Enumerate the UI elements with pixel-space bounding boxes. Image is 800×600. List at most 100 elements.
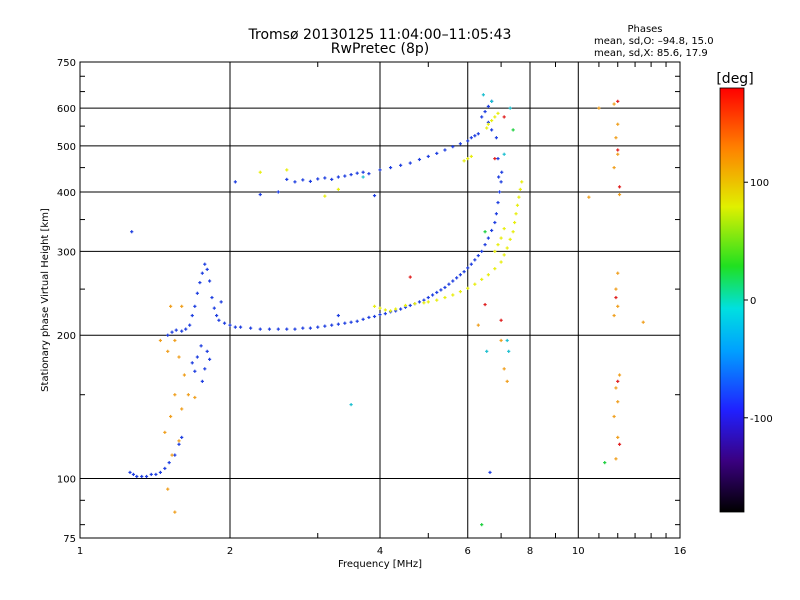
data-point [481,93,485,97]
data-point [170,453,174,457]
data-point [195,291,199,295]
data-point [330,323,334,327]
data-point [476,253,480,258]
data-point [140,474,144,479]
x-tick-label: 1 [77,546,83,557]
data-point [177,442,181,446]
data-point [490,128,494,132]
data-point [258,170,262,174]
data-point [466,266,470,270]
data-point [367,172,371,176]
data-point [505,246,509,250]
data-point [439,288,443,292]
data-point [435,290,439,295]
data-point [323,324,327,328]
data-point [614,386,618,390]
data-point [483,110,487,114]
data-point [343,321,347,325]
x-tick-label: 8 [527,546,533,557]
data-point [512,220,517,225]
data-point [149,472,153,477]
data-point [490,99,494,103]
data-point [158,338,163,343]
data-point [493,267,497,271]
data-point [285,177,289,182]
data-point [293,180,297,184]
data-point [422,301,426,305]
data-point [493,220,497,225]
data-point [180,407,184,411]
data-point [612,313,616,318]
data-point [173,453,177,457]
data-point [219,300,223,304]
y-axis-label: Stationary phase Virtual Height [km] [40,208,51,392]
data-point [212,306,216,310]
y-tick-label: 75 [63,534,76,545]
data-point [180,329,184,333]
data-point [173,510,177,514]
data-point [361,317,365,321]
chart-title: Tromsø 20130125 11:04:00–11:05:43 [248,27,512,43]
data-point [378,312,382,317]
data-point [502,227,506,231]
data-point [511,128,515,132]
data-point [258,327,262,331]
data-point [469,262,473,266]
data-point [180,435,184,440]
data-point [641,320,645,324]
y-tick-label: 500 [57,142,76,153]
data-point [614,287,618,291]
data-point [301,326,305,330]
plot-area: 1 2 4 6 8 10 16 75 100 200 300 400 500 600 750 [57,58,686,557]
data-point [276,327,280,331]
data-point [207,357,212,361]
grid [80,62,680,538]
colorbar-tick-label: -100 [750,414,773,425]
data-point [486,104,490,109]
data-point [502,367,506,371]
data-point [616,271,620,275]
data-point [426,154,430,159]
data-point [473,282,477,286]
data-point [486,122,490,126]
y-tick-label: 400 [57,188,76,199]
data-point [508,106,512,110]
data-point [233,325,237,329]
data-point [497,175,501,179]
data-point [616,148,620,152]
phase-box-line-o: mean, sd,O: –94.8, 15.0 [594,36,714,47]
data-point [505,379,509,383]
y-tick-label: 600 [57,104,76,115]
data-point [258,192,262,197]
data-point [355,319,359,323]
data-point [466,286,470,290]
data-point [443,295,447,300]
data-point [496,111,500,115]
data-point [167,461,171,465]
data-point [378,168,382,172]
colorbar-ticks: 100 0 -100 [744,178,773,425]
chart-subtitle: RwPretec (8p) [331,41,429,57]
y-tick-label: 200 [57,331,76,342]
data-point [207,279,212,283]
data-point [490,118,494,123]
data-point [249,326,253,330]
data-point [458,290,463,294]
data-point [462,159,466,163]
data-point [343,174,347,178]
data-point [587,195,591,199]
data-point [383,312,387,316]
data-point [169,414,173,419]
data-point [193,304,197,308]
data-point [508,237,512,241]
colorbar-label: [deg] [716,71,753,87]
data-point [349,173,353,177]
data-point [447,282,451,286]
data-point [180,304,184,308]
data-point [451,145,455,149]
data-point [177,355,181,359]
data-point [458,273,463,277]
data-point [233,180,237,184]
data-point [193,395,197,400]
